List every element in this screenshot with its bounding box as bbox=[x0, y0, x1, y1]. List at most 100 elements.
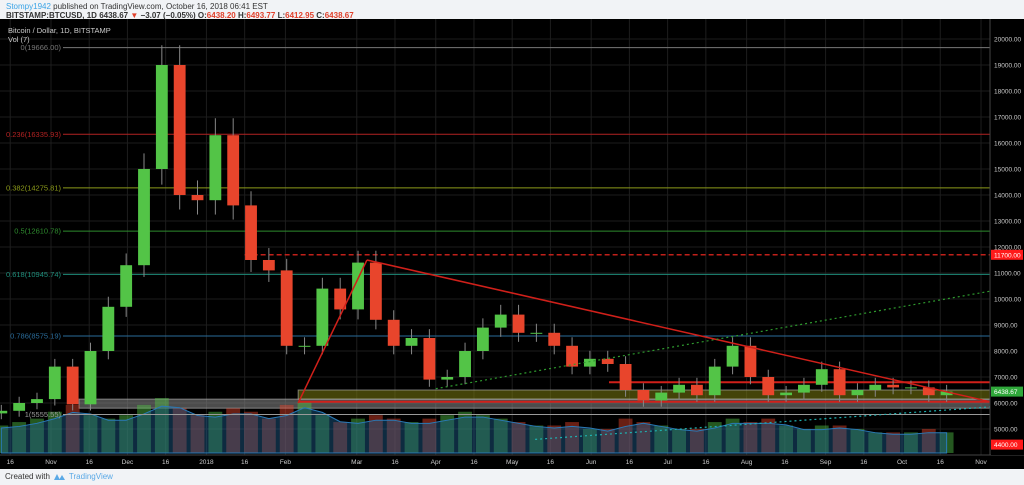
author-link[interactable]: Stompy1942 bbox=[6, 2, 51, 11]
time-tick-label: 16 bbox=[547, 459, 555, 466]
fib-level-label: 0.618(10945.74) bbox=[6, 270, 62, 279]
price-change: −3.07 (−0.05%) bbox=[140, 11, 196, 20]
volume-bar bbox=[761, 418, 776, 453]
volume-bar bbox=[440, 415, 455, 453]
time-tick-label: 16 bbox=[626, 459, 634, 466]
time-tick-label: 16 bbox=[702, 459, 710, 466]
time-tick-label: Apr bbox=[431, 459, 442, 466]
created-with-text: Created with bbox=[5, 472, 50, 481]
candle bbox=[459, 351, 471, 377]
candle bbox=[905, 387, 917, 389]
price-tick-label: 12000.00 bbox=[994, 245, 1021, 252]
candle bbox=[209, 135, 222, 201]
volume-bar bbox=[30, 418, 44, 453]
price-axis[interactable]: 20000.00 19000.00 18000.00 17000.00 16000.00… bbox=[991, 19, 1024, 455]
trend-lines[interactable] bbox=[297, 259, 991, 440]
open-value: 6438.20 bbox=[206, 11, 236, 20]
volume-bar bbox=[797, 428, 811, 453]
volume-ma-area bbox=[0, 405, 948, 454]
price-tick-label: 20000.00 bbox=[994, 37, 1021, 44]
candle bbox=[13, 403, 26, 411]
candle bbox=[155, 65, 168, 169]
volume-bar bbox=[868, 432, 883, 453]
time-tick-label: 16 bbox=[162, 459, 170, 466]
symbol-info: BITSTAMP:BTCUSD, 1D 6438.67 ▼ −3.07 (−0.… bbox=[6, 11, 354, 20]
close-value: 6438.67 bbox=[324, 11, 354, 20]
time-axis[interactable]: 16 Nov 16 Dec 16 2018 16 Feb Mar 16 Apr 16 May 16 Jun 1… bbox=[7, 459, 988, 466]
volume-bar bbox=[386, 418, 401, 453]
fib-retracement[interactable]: 0(19666.00) 0.236(16335.93) 0.382(14275.81… bbox=[6, 43, 990, 419]
time-tick-label: 16 bbox=[781, 459, 789, 466]
candle bbox=[940, 391, 953, 396]
time-tick-label: 16 bbox=[86, 459, 94, 466]
volume-bar bbox=[511, 422, 526, 453]
candle bbox=[423, 338, 436, 380]
volume-bar bbox=[65, 404, 80, 453]
price-tick-label: 8000.00 bbox=[994, 349, 1018, 356]
volume-bar bbox=[493, 418, 508, 453]
trend-line[interactable] bbox=[366, 259, 991, 403]
horizontal-lines[interactable] bbox=[244, 254, 990, 403]
candle bbox=[833, 369, 846, 396]
candle bbox=[762, 377, 775, 396]
time-tick-label: 16 bbox=[470, 459, 478, 466]
low-label: L: bbox=[277, 11, 286, 20]
candle bbox=[387, 319, 400, 346]
volume-bar bbox=[707, 422, 722, 453]
time-tick-label: 16 bbox=[391, 459, 399, 466]
time-tick-label: 16 bbox=[860, 459, 868, 466]
price-marker-label: 4400.00 bbox=[994, 442, 1018, 449]
trend-line[interactable] bbox=[297, 259, 368, 404]
volume-bar bbox=[422, 418, 437, 453]
time-tick-label: May bbox=[506, 459, 519, 466]
candle bbox=[66, 366, 79, 405]
tradingview-logo-icon bbox=[53, 474, 65, 480]
trend-line[interactable] bbox=[535, 406, 991, 440]
price-tick-label: 6000.00 bbox=[994, 401, 1018, 408]
volume-bar bbox=[315, 415, 330, 453]
price-axis-background bbox=[991, 19, 1024, 455]
volume-bar bbox=[368, 415, 383, 453]
candle bbox=[405, 338, 418, 346]
candle bbox=[298, 345, 311, 347]
volume-bar bbox=[850, 428, 865, 453]
candle bbox=[191, 195, 204, 201]
tradingview-link[interactable]: TradingView bbox=[68, 472, 113, 481]
volume-bar bbox=[886, 432, 901, 453]
volume-bar bbox=[351, 418, 365, 453]
fib-level-label: 1(5555.55) bbox=[25, 410, 62, 419]
candle bbox=[352, 262, 364, 310]
volume-bar bbox=[154, 398, 169, 453]
volume-bar bbox=[743, 422, 758, 453]
candle bbox=[494, 314, 507, 328]
high-label: H: bbox=[237, 11, 247, 20]
candle bbox=[476, 327, 489, 351]
time-tick-label: Jul bbox=[663, 459, 672, 466]
low-value: 6412.95 bbox=[285, 11, 315, 20]
price-tick-label: 5000.00 bbox=[994, 427, 1018, 434]
price-tick-label: 17000.00 bbox=[994, 115, 1021, 122]
candle bbox=[637, 390, 650, 401]
volume-bar bbox=[832, 425, 847, 453]
candle bbox=[227, 135, 240, 206]
candle bbox=[316, 288, 329, 346]
trend-line[interactable] bbox=[435, 290, 991, 390]
volume-bar bbox=[137, 404, 151, 453]
time-tick-label: Feb bbox=[280, 459, 292, 466]
price-tick-label: 19000.00 bbox=[994, 63, 1021, 70]
time-tick-label: 2018 bbox=[199, 459, 214, 466]
candle bbox=[851, 390, 864, 396]
footer: Created with TradingView bbox=[5, 472, 113, 481]
volume-bar bbox=[725, 418, 740, 453]
chart-title: Bitcoin / Dollar, 1D, BITSTAMP bbox=[8, 26, 111, 35]
candle bbox=[726, 345, 739, 367]
candles bbox=[0, 45, 953, 420]
volume-bar bbox=[261, 418, 276, 453]
volume-bar bbox=[47, 411, 62, 453]
candle bbox=[530, 332, 543, 334]
candle bbox=[780, 392, 793, 396]
candle bbox=[887, 384, 900, 388]
volume-bar bbox=[814, 425, 829, 453]
fib-level-label: 0.236(16335.93) bbox=[6, 130, 62, 139]
